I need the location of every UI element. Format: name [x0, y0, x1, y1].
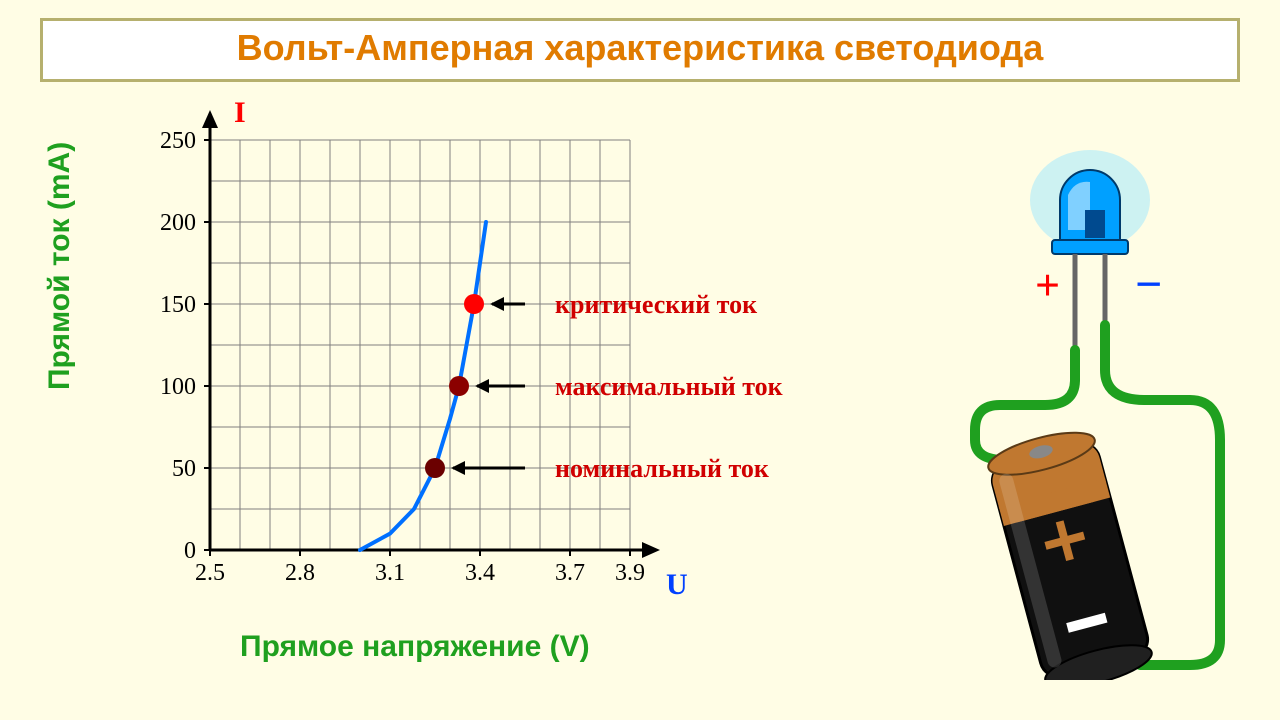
svg-text:3.7: 3.7 [555, 560, 585, 586]
svg-text:3.1: 3.1 [375, 560, 405, 586]
svg-text:100: 100 [160, 374, 196, 400]
svg-text:150: 150 [160, 292, 196, 318]
plus-label: + [1035, 261, 1060, 310]
svg-text:50: 50 [172, 456, 196, 482]
svg-text:200: 200 [160, 210, 196, 236]
callout-label: максимальный ток [555, 372, 783, 401]
svg-text:2.5: 2.5 [195, 560, 225, 586]
y-axis-symbol: I [234, 96, 246, 129]
iv-chart: 0501001502002502.52.83.13.43.73.9IUкрити… [70, 90, 790, 630]
y-axis-title: Прямой ток (mA) [43, 142, 77, 390]
chart-container: Прямой ток (mA) Прямое напряжение (V) 05… [70, 90, 790, 690]
callout-label: критический ток [555, 290, 757, 319]
marker-point [425, 458, 445, 478]
led-battery-illustration: +− [890, 140, 1250, 680]
page-title: Вольт-Амперная характеристика светодиода [40, 18, 1240, 82]
battery-icon [984, 424, 1155, 680]
x-axis-title: Прямое напряжение (V) [240, 630, 590, 664]
minus-label: − [1135, 258, 1162, 311]
marker-point [449, 376, 469, 396]
callout-label: номинальный ток [555, 454, 769, 483]
content-area: Прямой ток (mA) Прямое напряжение (V) 05… [40, 90, 1240, 690]
svg-text:2.8: 2.8 [285, 560, 315, 586]
svg-text:3.9: 3.9 [615, 560, 645, 586]
svg-text:250: 250 [160, 128, 196, 154]
marker-point [464, 294, 484, 314]
page-title-text: Вольт-Амперная характеристика светодиода [237, 27, 1044, 68]
svg-text:3.4: 3.4 [465, 560, 495, 586]
x-axis-symbol: U [666, 568, 688, 601]
